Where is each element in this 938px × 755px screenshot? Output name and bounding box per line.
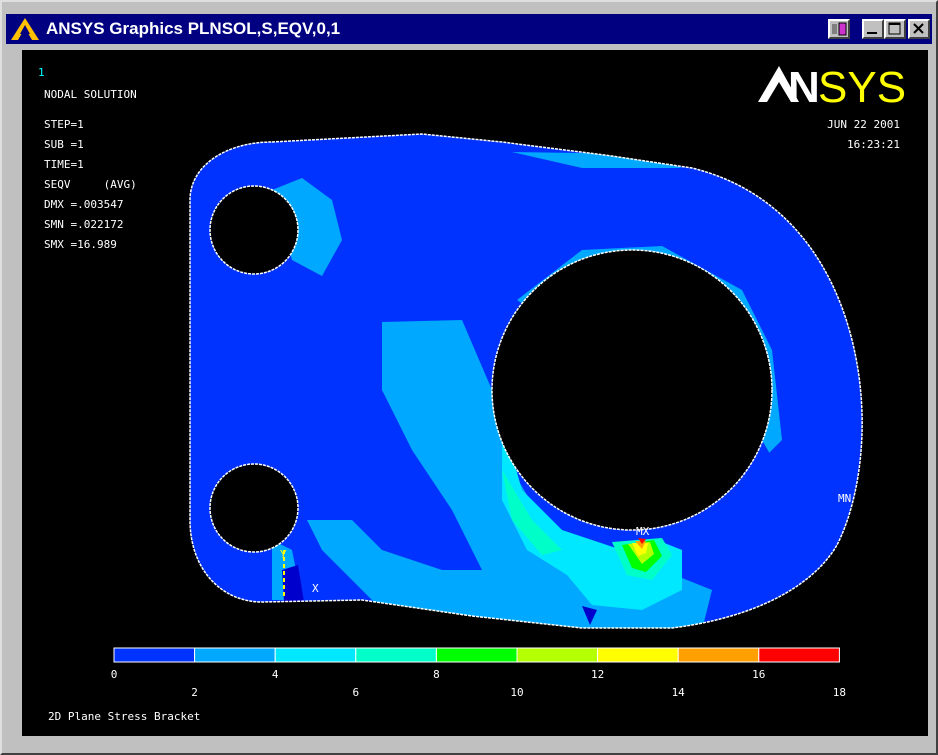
raise-hidden-icon <box>832 22 847 36</box>
info-sub: SUB =1 <box>44 138 84 151</box>
contour-legend: 0 2 4 6 8 10 12 14 16 18 <box>111 647 846 699</box>
close-button[interactable] <box>908 19 930 39</box>
info-smx: SMX =16.989 <box>44 238 117 251</box>
stress-contour <box>190 134 863 628</box>
geometry-outline <box>189 133 863 629</box>
legend-label: 8 <box>433 668 440 681</box>
legend-swatch <box>194 647 276 663</box>
info-smn: SMN =.022172 <box>44 218 123 231</box>
axis-triad: Y X <box>280 548 319 598</box>
legend-swatch <box>355 647 437 663</box>
ansys-logo-mark-icon <box>758 66 799 102</box>
legend-label: 2 <box>191 686 198 699</box>
legend-swatch <box>677 647 760 663</box>
legend-label: 4 <box>272 668 279 681</box>
logo-an: N <box>788 63 820 112</box>
solution-info: NODAL SOLUTION STEP=1 SUB =1 TIME=1 SEQV… <box>44 88 137 251</box>
plot-date: JUN 22 2001 <box>827 118 900 131</box>
contour-plot: Y X MX MN 1 NODAL SOLUTION STEP=1 SUB =1… <box>38 63 906 723</box>
info-time: TIME=1 <box>44 158 84 171</box>
legend-swatch <box>597 647 679 663</box>
minimize-icon <box>867 32 877 34</box>
legend-swatch <box>435 647 518 663</box>
maximize-icon <box>888 22 901 35</box>
legend-label: 18 <box>833 686 846 699</box>
info-step: STEP=1 <box>44 118 84 131</box>
legend-swatch <box>274 647 357 663</box>
info-heading: NODAL SOLUTION <box>44 88 137 101</box>
title-bar[interactable]: ANSYS Graphics PLNSOL,S,EQV,0,1 <box>6 14 932 44</box>
legend-label: 6 <box>352 686 359 699</box>
legend-label: 12 <box>591 668 604 681</box>
plot-subtitle: 2D Plane Stress Bracket <box>48 710 200 723</box>
info-seqv: SEQV (AVG) <box>44 178 137 191</box>
legend-label: 16 <box>752 668 765 681</box>
info-dmx: DMX =.003547 <box>44 198 123 211</box>
window-number: 1 <box>38 66 45 79</box>
window-title: ANSYS Graphics PLNSOL,S,EQV,0,1 <box>46 19 341 38</box>
graphics-viewport[interactable]: Y X MX MN 1 NODAL SOLUTION STEP=1 SUB =1… <box>22 50 928 736</box>
plot-time: 16:23:21 <box>847 138 900 151</box>
legend-swatch <box>758 647 840 663</box>
raise-hidden-button[interactable] <box>828 19 850 39</box>
minimize-button[interactable] <box>862 19 884 39</box>
ansys-brand-logo: N SYS <box>758 63 906 112</box>
legend-label: 14 <box>672 686 686 699</box>
legend-label: 10 <box>510 686 523 699</box>
maximize-button[interactable] <box>884 19 906 39</box>
close-icon <box>913 23 924 34</box>
y-axis-label: Y <box>280 548 287 561</box>
ansys-logo-icon <box>11 18 39 40</box>
legend-label: 0 <box>111 668 118 681</box>
legend-swatch <box>516 647 599 663</box>
legend-swatch <box>113 647 196 663</box>
max-marker: MX <box>636 525 650 538</box>
x-axis-label: X <box>312 582 319 595</box>
min-marker: MN <box>838 492 851 505</box>
logo-sys: SYS <box>818 63 906 112</box>
